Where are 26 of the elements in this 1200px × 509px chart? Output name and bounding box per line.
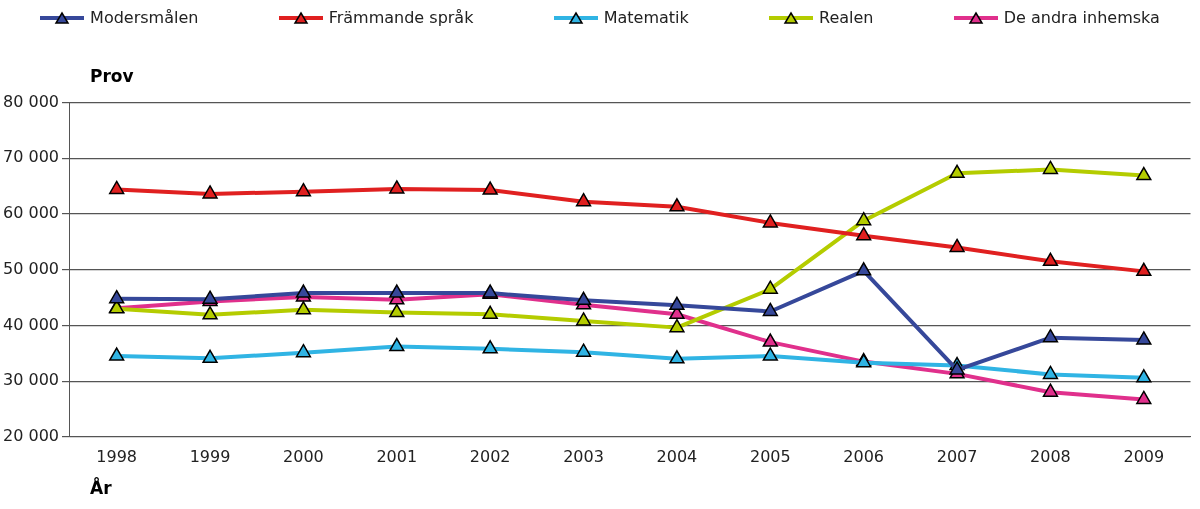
y-tick-label: 20 000 bbox=[3, 425, 59, 445]
x-tick-label: 1999 bbox=[189, 446, 231, 466]
y-tick-label: 70 000 bbox=[3, 147, 59, 167]
y-tick-label: 30 000 bbox=[3, 370, 59, 390]
y-tick-label: 40 000 bbox=[3, 314, 59, 334]
legend-label: De andra inhemska bbox=[1003, 8, 1160, 27]
x-tick-label: 2006 bbox=[843, 446, 885, 466]
legend-label: Realen bbox=[819, 8, 874, 27]
x-tick-label: 2009 bbox=[1123, 446, 1165, 466]
y-tick-label: 60 000 bbox=[3, 203, 59, 223]
legend-label: Matematik bbox=[603, 8, 689, 27]
x-axis-title: År bbox=[90, 478, 112, 498]
y-axis-title: Prov bbox=[90, 66, 134, 86]
x-tick-label: 2007 bbox=[936, 446, 978, 466]
y-tick-label: 50 000 bbox=[3, 258, 59, 278]
x-tick-label: 1998 bbox=[96, 446, 138, 466]
legend-label: Modersmålen bbox=[90, 8, 199, 27]
legend-label: Främmande språk bbox=[328, 8, 474, 27]
x-tick-label: 2002 bbox=[469, 446, 511, 466]
x-tick-label: 2008 bbox=[1030, 446, 1071, 466]
y-tick-label: 80 000 bbox=[3, 91, 59, 111]
x-tick-label: 2005 bbox=[749, 446, 791, 466]
x-tick-label: 2000 bbox=[283, 446, 324, 466]
x-tick-label: 2004 bbox=[656, 446, 698, 466]
x-tick-label: 2001 bbox=[376, 446, 418, 466]
x-tick-label: 2003 bbox=[563, 446, 604, 466]
